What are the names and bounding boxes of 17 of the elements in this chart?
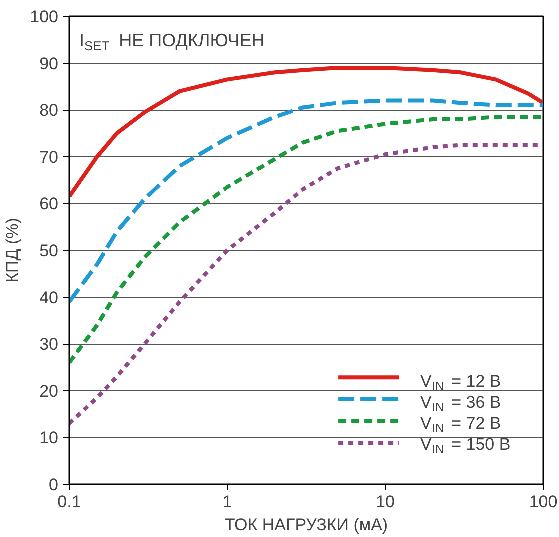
x-axis-title: ТОК НАГРУЗКИ (мА) — [224, 516, 388, 534]
y-tick-label: 30 — [40, 335, 59, 354]
y-tick-label: 70 — [40, 148, 59, 167]
y-tick-label: 40 — [40, 288, 59, 308]
y-tick-label: 50 — [40, 242, 59, 260]
x-tick-label: 100 — [529, 492, 558, 512]
y-tick-label: 60 — [40, 194, 59, 214]
y-tick-label: 10 — [40, 428, 59, 448]
y-axis-title: КПД (%) — [3, 218, 22, 283]
y-tick-label: 90 — [40, 54, 59, 74]
x-tick-label: 0.1 — [58, 492, 82, 512]
x-tick-label: 10 — [376, 492, 395, 512]
y-tick-label: 0 — [49, 476, 59, 494]
x-tick-label: 1 — [222, 492, 232, 512]
y-tick-label: 100 — [30, 8, 59, 26]
y-tick-label: 20 — [40, 382, 59, 401]
y-tick-label: 80 — [40, 101, 59, 120]
